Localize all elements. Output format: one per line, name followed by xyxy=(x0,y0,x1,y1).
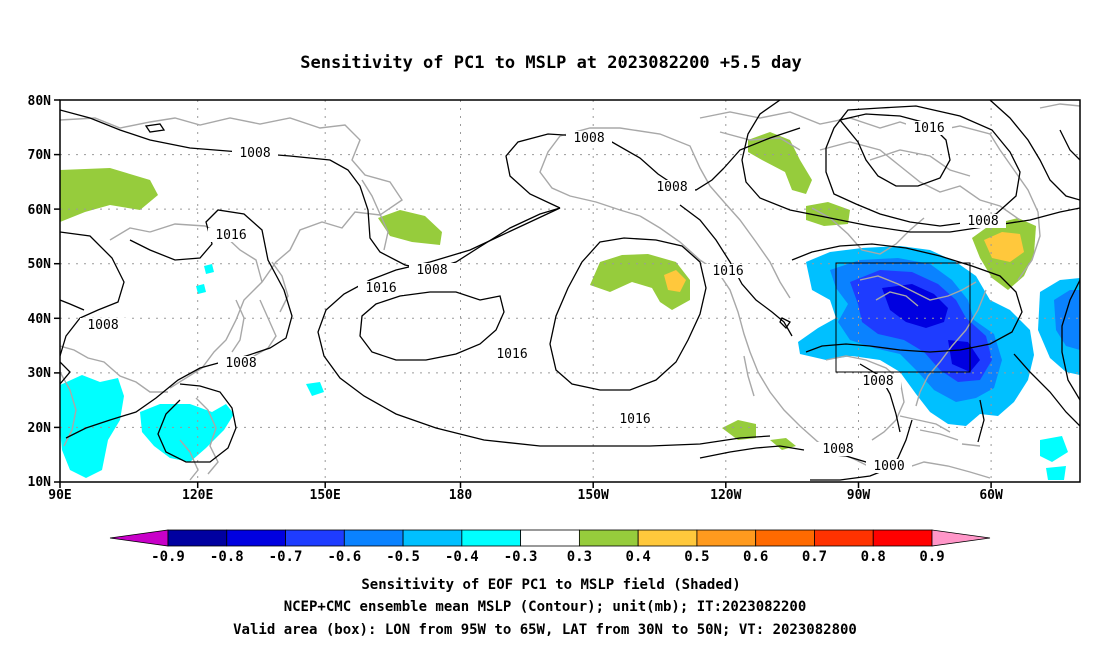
lat-label: 80N xyxy=(28,94,52,109)
captions: Sensitivity of EOF PC1 to MSLP field (Sh… xyxy=(233,577,857,638)
lon-label: 150W xyxy=(578,488,609,503)
colorbar-cell xyxy=(343,529,404,547)
colorbar-label: -0.7 xyxy=(269,549,303,565)
colorbar-cell xyxy=(814,529,874,547)
shade-yellow-labrador xyxy=(984,232,1024,262)
lon-label: 150E xyxy=(310,488,341,503)
map-gridlines xyxy=(60,100,1080,482)
contour-labels: 1008 1008 1008 1008 1008 1008 1008 1008 … xyxy=(80,121,1006,474)
shade-green-west-pacific xyxy=(60,168,158,222)
contour-label: 1008 xyxy=(239,146,270,161)
colorbar-label: -0.5 xyxy=(386,549,420,565)
lon-label: 90W xyxy=(847,488,871,503)
contour-label: 1008 xyxy=(573,131,604,146)
contour-label: 1008 xyxy=(416,263,447,278)
colorbar-labels: -0.9 -0.8 -0.7 -0.6 -0.5 -0.4 -0.3 0.3 0.4 0.5 0.6… xyxy=(151,549,945,565)
colorbar-cells xyxy=(109,529,991,547)
contour-label: 1016 xyxy=(712,264,743,279)
colorbar-cell xyxy=(755,529,815,547)
mslp-contours xyxy=(60,100,1080,481)
caption-line-3: Valid area (box): LON from 95W to 65W, L… xyxy=(233,622,857,638)
colorbar-cell xyxy=(696,529,757,547)
colorbar-cell xyxy=(167,529,228,547)
contour-label: 1016 xyxy=(365,281,396,296)
map-frame xyxy=(59,99,1081,483)
lon-label: 180 xyxy=(449,488,473,503)
shade-cyan-small-3 xyxy=(204,264,214,274)
colorbar-cell xyxy=(872,529,933,547)
colorbar-label: 0.9 xyxy=(919,549,944,565)
shade-green-gulf-alaska xyxy=(590,254,690,310)
shade-blue-atlantic xyxy=(1054,290,1080,350)
colorbar-label: 0.4 xyxy=(626,549,651,565)
map-title: Sensitivity of PC1 to MSLP at 2023082200… xyxy=(300,53,802,73)
lat-label: 40N xyxy=(28,312,52,327)
contour-label: 1016 xyxy=(496,347,527,362)
contour-label: 1016 xyxy=(913,121,944,136)
lon-label: 120E xyxy=(182,488,213,503)
contour-label: 1016 xyxy=(619,412,650,427)
colorbar-label: -0.9 xyxy=(151,549,185,565)
lat-label: 20N xyxy=(28,421,52,436)
lon-label: 120W xyxy=(710,488,741,503)
shade-yellow-gulf-alaska xyxy=(664,270,686,292)
colorbar-cell xyxy=(520,529,580,547)
latitude-labels: 80N 70N 60N 50N 40N 30N 20N 10N xyxy=(28,94,52,490)
caption-line-1: Sensitivity of EOF PC1 to MSLP field (Sh… xyxy=(361,577,740,593)
colorbar-right-arrow xyxy=(931,529,991,547)
shade-green-mexico xyxy=(722,420,756,440)
colorbar-label: 0.3 xyxy=(567,549,592,565)
shade-cyan-atlantic-2 xyxy=(1046,466,1066,480)
contour-label: 1016 xyxy=(215,228,246,243)
longitude-labels: 90E 120E 150E 180 150W 120W 90W 60W xyxy=(48,488,1003,503)
colorbar-label: -0.6 xyxy=(327,549,361,565)
contour-label: 1008 xyxy=(967,214,998,229)
shade-green-kamchatka xyxy=(378,210,442,245)
valid-area-box xyxy=(835,262,971,373)
caption-line-2: NCEP+CMC ensemble mean MSLP (Contour); u… xyxy=(284,599,807,615)
colorbar-label: -0.8 xyxy=(210,549,244,565)
lat-label: 50N xyxy=(28,257,52,272)
shade-green-canada-north xyxy=(748,132,812,194)
contour-label: 1008 xyxy=(87,318,118,333)
contour-label: 1008 xyxy=(822,442,853,457)
contour-label: 1008 xyxy=(225,356,256,371)
axis-ticks xyxy=(54,99,992,488)
colorbar-cell xyxy=(402,529,463,547)
shade-cyan-atlantic-1 xyxy=(1040,436,1068,462)
lon-label: 60W xyxy=(979,488,1003,503)
contour-label: 1008 xyxy=(862,374,893,389)
lon-label: 90E xyxy=(48,488,71,503)
colorbar-left-arrow xyxy=(109,529,169,547)
lat-label: 30N xyxy=(28,366,52,381)
colorbar-label: 0.6 xyxy=(743,549,768,565)
colorbar-cell xyxy=(226,529,286,547)
colorbar-cell xyxy=(285,529,345,547)
colorbar-cell xyxy=(637,529,698,547)
colorbar-cell xyxy=(461,529,522,547)
map-panel: 1008 1008 1008 1008 1008 1008 1008 1008 … xyxy=(28,94,1081,503)
shade-cyan-small-1 xyxy=(306,382,324,396)
lat-label: 10N xyxy=(28,475,52,490)
shade-cyan-small-2 xyxy=(196,284,206,294)
colorbar-label: 0.5 xyxy=(684,549,709,565)
colorbar-label: -0.3 xyxy=(504,549,538,565)
contour-label: 1008 xyxy=(656,180,687,195)
colorbar: -0.9 -0.8 -0.7 -0.6 -0.5 -0.4 -0.3 0.3 0.4 0.5 0.6… xyxy=(109,529,991,565)
colorbar-label: 0.8 xyxy=(861,549,886,565)
colorbar-label: -0.4 xyxy=(445,549,479,565)
colorbar-label: 0.7 xyxy=(802,549,827,565)
contour-label: 1000 xyxy=(873,459,904,474)
lat-label: 60N xyxy=(28,203,52,218)
lat-label: 70N xyxy=(28,148,52,163)
colorbar-cell xyxy=(578,529,639,547)
shade-navy-core xyxy=(882,284,948,328)
